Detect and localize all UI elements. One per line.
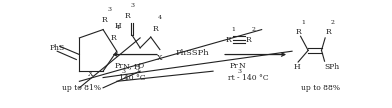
- Text: R: R: [125, 12, 131, 20]
- Text: R: R: [102, 16, 107, 24]
- Text: up to 81%: up to 81%: [62, 84, 101, 92]
- Text: PhS: PhS: [50, 44, 65, 52]
- Text: up to 88%: up to 88%: [301, 84, 339, 92]
- Text: X: X: [88, 71, 94, 79]
- Text: 2: 2: [330, 20, 335, 25]
- Text: 2: 2: [251, 27, 255, 32]
- Text: N, H: N, H: [123, 62, 141, 70]
- Text: H: H: [114, 22, 121, 30]
- Text: N: N: [239, 62, 246, 70]
- Text: 3: 3: [122, 69, 125, 74]
- Text: 140 °C: 140 °C: [119, 74, 145, 82]
- Text: X: X: [157, 54, 162, 62]
- Text: 3: 3: [107, 7, 111, 12]
- Text: 4: 4: [116, 25, 120, 30]
- Text: Pr: Pr: [230, 62, 238, 70]
- Text: 1: 1: [301, 20, 305, 25]
- Text: O: O: [138, 62, 143, 70]
- Text: 2: 2: [136, 69, 140, 74]
- Text: SPh: SPh: [325, 63, 340, 71]
- Text: R: R: [246, 36, 252, 44]
- Text: R: R: [296, 28, 302, 36]
- Text: H: H: [294, 63, 300, 71]
- Text: R: R: [226, 36, 232, 44]
- Text: rt - 140 °C: rt - 140 °C: [228, 74, 269, 82]
- Text: 1: 1: [231, 27, 235, 32]
- Text: 3: 3: [131, 3, 134, 8]
- Text: R: R: [325, 28, 331, 36]
- Text: 3: 3: [237, 69, 241, 74]
- Text: R: R: [152, 25, 158, 33]
- Text: 4: 4: [158, 15, 162, 20]
- Text: R: R: [111, 34, 116, 42]
- Text: PhSSPh: PhSSPh: [175, 49, 209, 57]
- Text: Pr: Pr: [114, 62, 123, 70]
